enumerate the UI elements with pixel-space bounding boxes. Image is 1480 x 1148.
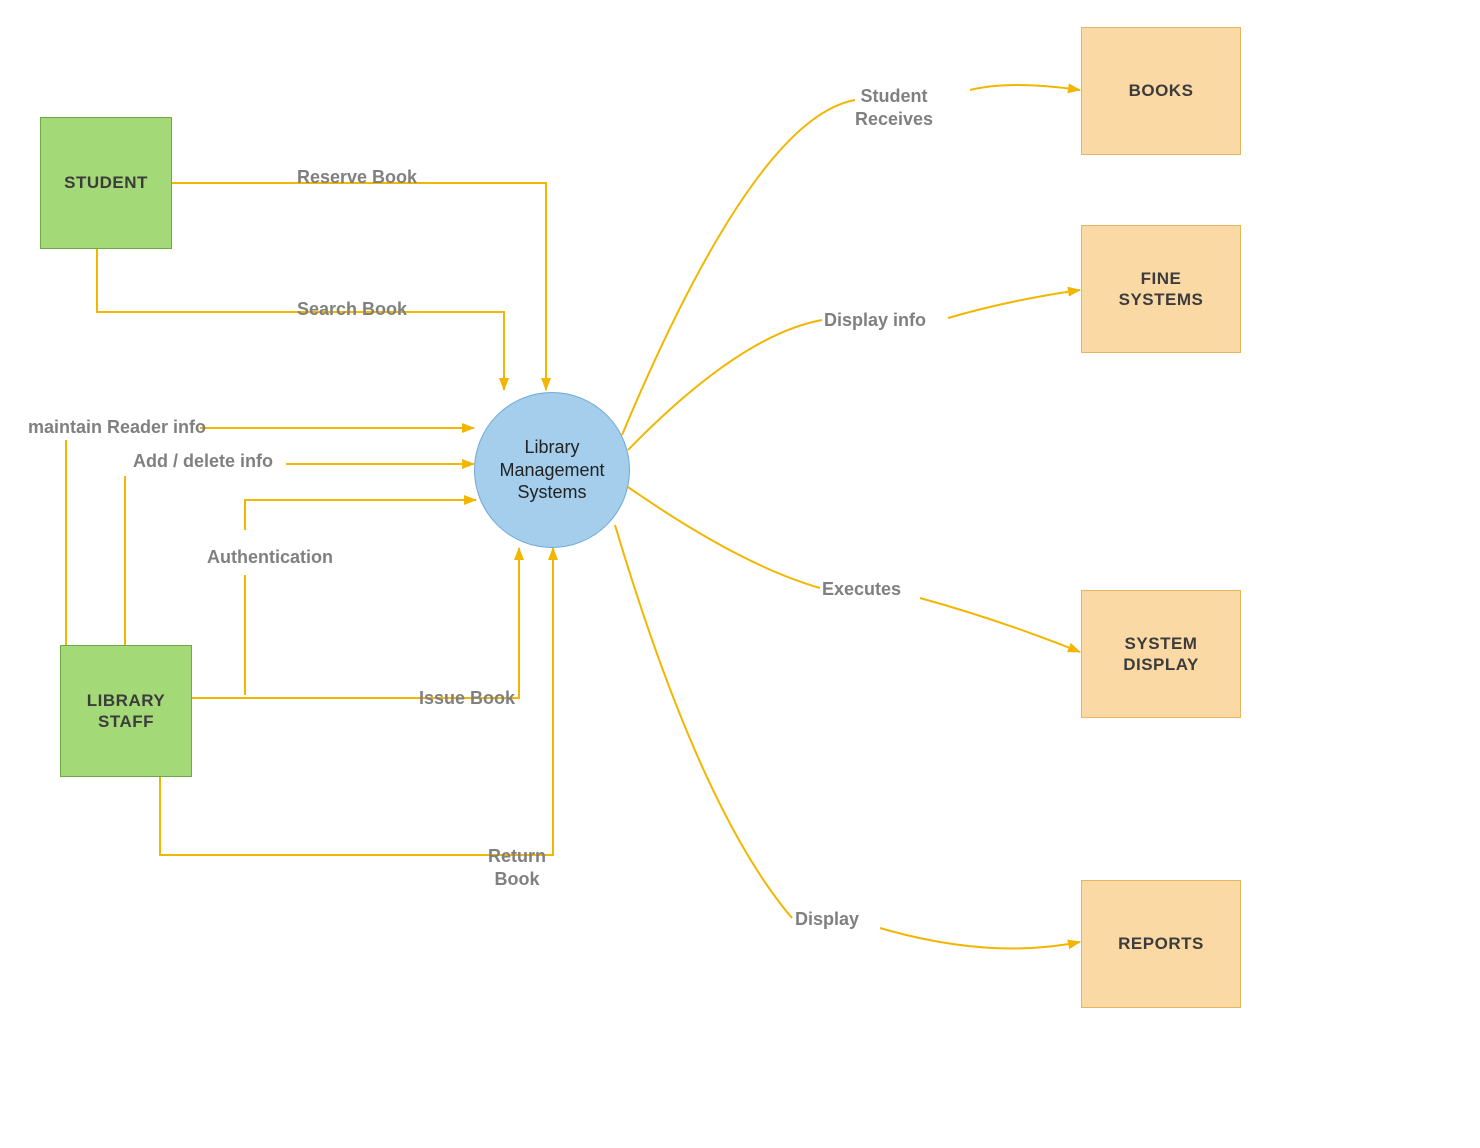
edge-reserve — [172, 183, 546, 390]
edge-label-maintain: maintain Reader info — [28, 416, 206, 439]
entity-label-fines: FINE SYSTEMS — [1119, 268, 1204, 311]
edge-executes2 — [920, 598, 1080, 652]
entity-books: BOOKS — [1081, 27, 1241, 155]
edge-receives2 — [970, 85, 1080, 90]
edge-label-receives: Student Receives — [855, 85, 933, 130]
edge-authlbl — [245, 500, 476, 530]
entity-label-staff: LIBRARY STAFF — [87, 690, 165, 733]
edge-receives — [622, 100, 855, 435]
entity-label-reports: REPORTS — [1118, 933, 1204, 954]
entity-student: STUDENT — [40, 117, 172, 249]
edge-label-return: Return Book — [488, 845, 546, 890]
entity-fines: FINE SYSTEMS — [1081, 225, 1241, 353]
process-lms: Library Management Systems — [474, 392, 630, 548]
entity-staff: LIBRARY STAFF — [60, 645, 192, 777]
entity-label-books: BOOKS — [1129, 80, 1194, 101]
entity-label-student: STUDENT — [64, 172, 148, 193]
edge-label-dispinfo: Display info — [824, 309, 926, 332]
entity-label-sysdisp: SYSTEM DISPLAY — [1123, 633, 1199, 676]
diagram-canvas: Reserve Book Search Book maintain Reader i… — [0, 0, 1480, 1148]
edge-display — [615, 525, 792, 918]
edge-dispinfo — [628, 320, 822, 450]
edge-display2 — [880, 928, 1080, 948]
edge-label-executes: Executes — [822, 578, 901, 601]
edge-label-issue: Issue Book — [419, 687, 515, 710]
process-label: Library Management Systems — [499, 436, 604, 504]
edge-label-search: Search Book — [297, 298, 407, 321]
entity-reports: REPORTS — [1081, 880, 1241, 1008]
edge-issue — [192, 548, 519, 698]
edge-label-adddel: Add / delete info — [133, 450, 273, 473]
edge-label-display: Display — [795, 908, 859, 931]
edge-label-authlbl: Authentication — [207, 546, 333, 569]
edge-label-reserve: Reserve Book — [297, 166, 417, 189]
edge-executes — [628, 487, 820, 588]
edge-layer — [0, 0, 1480, 1148]
entity-sysdisp: SYSTEM DISPLAY — [1081, 590, 1241, 718]
edge-dispinfo2 — [948, 290, 1080, 318]
